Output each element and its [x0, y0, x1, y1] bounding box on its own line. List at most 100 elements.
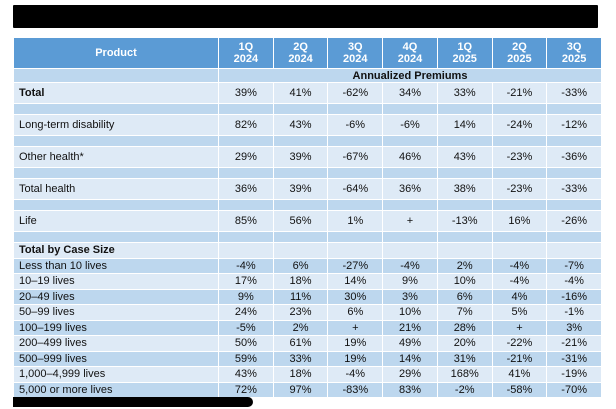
value-cell: 14% [328, 274, 383, 289]
spacer-cell [328, 136, 383, 146]
value-cell: 10% [383, 305, 437, 320]
row-label: 10–19 lives [14, 274, 218, 289]
value-cell: 10% [437, 274, 492, 289]
banner-left-spacer-cell [14, 69, 218, 82]
spacer-cell [492, 168, 547, 178]
value-cell: 9% [383, 274, 437, 289]
value-cell: 19% [328, 351, 383, 366]
value-cell: 36% [219, 179, 273, 199]
value-cell: 61% [273, 336, 328, 351]
annualized-premium-growth-table: Product 1Q 2024 2Q 2024 3Q 2024 4Q 2024 1Q 2025 2Q 2… [14, 38, 601, 397]
value-cell: 1% [328, 211, 383, 231]
spacer-cell [383, 232, 437, 242]
value-cell: 46% [383, 147, 437, 167]
value-cell: 14% [437, 115, 492, 135]
year-label: 2025 [507, 53, 532, 65]
value-cell: -22% [492, 336, 547, 351]
value-cell: 38% [437, 179, 492, 199]
value-cell: 6% [273, 258, 328, 273]
empty-cell [437, 243, 492, 258]
spacer-cell [437, 104, 492, 114]
year-label: 2024 [233, 53, 259, 65]
value-cell: 39% [273, 147, 328, 167]
column-header-quarter: 4Q 2024 [383, 38, 437, 68]
value-cell: -83% [328, 382, 383, 397]
row-label: 50–99 lives [14, 305, 218, 320]
value-cell: 43% [437, 147, 492, 167]
annualized-premiums-banner: Annualized Premiums [219, 69, 601, 82]
value-cell: 41% [273, 83, 328, 103]
spacer-cell [219, 232, 273, 242]
column-header-quarter: 1Q 2024 [219, 38, 273, 68]
value-cell: 21% [383, 320, 437, 335]
quarter-label: 1Q [457, 41, 473, 53]
year-label: 2024 [288, 53, 313, 65]
value-cell: 29% [219, 147, 273, 167]
spacer-cell [219, 168, 273, 178]
value-cell: 14% [383, 351, 437, 366]
column-header-quarter: 1Q 2025 [437, 38, 492, 68]
value-cell: 18% [273, 274, 328, 289]
value-cell: -12% [547, 115, 601, 135]
value-cell: 72% [219, 382, 273, 397]
spacer-cell [328, 232, 383, 242]
value-cell: 28% [437, 320, 492, 335]
value-cell: -4% [383, 258, 437, 273]
value-cell: -4% [547, 274, 601, 289]
empty-cell [547, 243, 601, 258]
value-cell: -16% [547, 289, 601, 304]
row-label: 1,000–4,999 lives [14, 367, 218, 382]
spacer-cell [14, 200, 218, 210]
year-label: 2025 [452, 53, 477, 65]
value-cell: -4% [219, 258, 273, 273]
value-cell: -5% [219, 320, 273, 335]
column-header-quarter: 2Q 2024 [273, 38, 328, 68]
value-cell: -21% [547, 336, 601, 351]
spacer-cell [273, 168, 328, 178]
value-cell: + [383, 211, 437, 231]
value-cell: -6% [328, 115, 383, 135]
value-cell: 7% [437, 305, 492, 320]
value-cell: -19% [547, 367, 601, 382]
value-cell: 97% [273, 382, 328, 397]
spacer-cell [492, 104, 547, 114]
spacer-cell [14, 232, 218, 242]
row-label: Life [14, 211, 218, 231]
spacer-cell [437, 168, 492, 178]
empty-cell [492, 243, 547, 258]
spacer-cell [14, 136, 218, 146]
value-cell: 18% [273, 367, 328, 382]
row-label: Total [14, 83, 218, 103]
quarter-label: 4Q [402, 41, 418, 53]
value-cell: 6% [437, 289, 492, 304]
value-cell: 16% [492, 211, 547, 231]
value-cell: -36% [547, 147, 601, 167]
value-cell: 49% [383, 336, 437, 351]
value-cell: + [492, 320, 547, 335]
value-cell: 29% [383, 367, 437, 382]
value-cell: 33% [437, 83, 492, 103]
spacer-cell [328, 168, 383, 178]
value-cell: 11% [273, 289, 328, 304]
spacer-cell [492, 232, 547, 242]
value-cell: -7% [547, 258, 601, 273]
spacer-cell [383, 200, 437, 210]
value-cell: 33% [273, 351, 328, 366]
value-cell: 3% [383, 289, 437, 304]
value-cell: -33% [547, 83, 601, 103]
year-label: 2024 [343, 53, 368, 65]
spacer-cell [383, 136, 437, 146]
spacer-cell [437, 200, 492, 210]
value-cell: -67% [328, 147, 383, 167]
value-cell: 19% [328, 336, 383, 351]
spacer-cell [547, 136, 601, 146]
row-label: Total health [14, 179, 218, 199]
value-cell: 85% [219, 211, 273, 231]
value-cell: 9% [219, 289, 273, 304]
redacted-footnote-bar [13, 397, 253, 407]
value-cell: -27% [328, 258, 383, 273]
value-cell: -70% [547, 382, 601, 397]
spacer-cell [547, 104, 601, 114]
value-cell: 41% [492, 367, 547, 382]
spacer-cell [14, 168, 218, 178]
